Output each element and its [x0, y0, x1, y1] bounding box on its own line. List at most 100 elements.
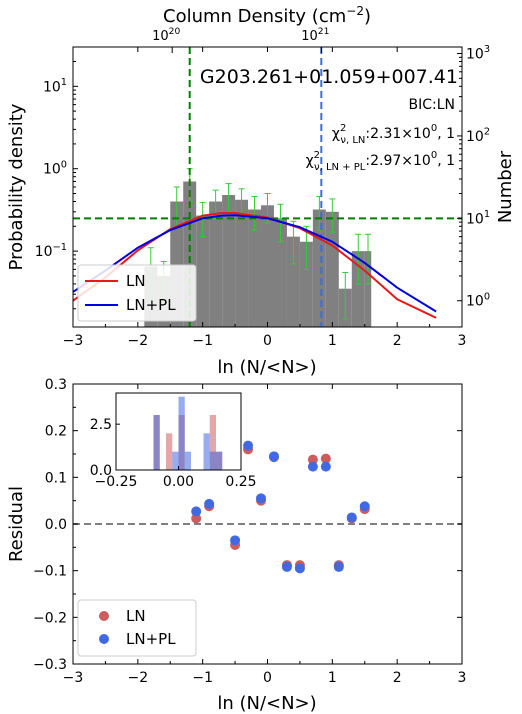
- legend-marker-lnpl: [99, 634, 109, 644]
- x-tick-label: −1: [192, 670, 213, 686]
- chi-lnpl-label: χ2 ν, LN + PL:2.97×100, 1: [306, 150, 455, 173]
- y-tick-label: 10−1: [35, 242, 67, 260]
- y-axis-label: Residual: [6, 486, 27, 562]
- y-tick-label: −0.2: [33, 610, 67, 626]
- lnpl-residual-point: [204, 498, 215, 509]
- x-tick-label: 3: [458, 333, 467, 349]
- x-tick-label: 2: [393, 670, 402, 686]
- x-tick-label: 1: [328, 333, 337, 349]
- y-tick-label: 0.1: [45, 470, 67, 486]
- lnpl-fit-curve: [72, 214, 437, 313]
- residual-points: [191, 440, 370, 574]
- ln-fit-curve: [72, 212, 437, 319]
- lnpl-residual-point: [333, 561, 344, 572]
- x-axis-label: ln (N/<N>): [217, 693, 316, 714]
- y-right-tick-label: 100: [466, 291, 490, 309]
- top-axis-label: Column Density (cm−2): [163, 4, 371, 27]
- x-tick-label: 1: [328, 670, 337, 686]
- lnpl-residual-point: [256, 493, 267, 504]
- x-axis-ticks: −3 −2 −1 0 1 2 3: [63, 47, 467, 349]
- histogram-bar: [235, 199, 249, 327]
- x-tick-label: −2: [128, 670, 149, 686]
- inset-y-tick-label: 2.5: [90, 417, 112, 433]
- inset-lnpl-bar: [178, 396, 185, 470]
- histogram-bar: [196, 215, 210, 327]
- inset-lnpl-bar: [203, 433, 210, 470]
- x-tick-label: −3: [63, 333, 84, 349]
- y-axis-ticks: 10−1 100 101: [35, 61, 78, 310]
- inset-x-ticks: −0.25 0.00 0.25: [95, 466, 257, 490]
- top-tick-label: 1021: [301, 27, 329, 44]
- legend-label-ln: LN: [126, 272, 146, 290]
- y-tick-label: 100: [43, 159, 67, 177]
- pdf-legend: LN LN+PL: [77, 264, 197, 322]
- y-tick-label: 101: [43, 77, 67, 95]
- y-tick-label: 0.2: [45, 424, 67, 440]
- inset-ln-bar: [209, 415, 216, 470]
- legend-marker-ln: [99, 611, 109, 621]
- lnpl-residual-point: [320, 461, 331, 472]
- inset-lnpl-bar: [216, 451, 223, 470]
- residual-histogram-inset: −0.25 0.00 0.25 0.0 2.5: [90, 392, 257, 490]
- ln-residual-point: [320, 453, 331, 464]
- x-tick-label: −3: [63, 670, 84, 686]
- y-tick-label: 0.0: [45, 517, 67, 533]
- histogram-bar: [351, 251, 365, 327]
- inset-ln-bar: [166, 433, 173, 470]
- inset-lnpl-bar: [184, 451, 191, 470]
- inset-y-ticks: 0.0 2.5: [90, 417, 120, 479]
- residual-panel: −3 −2 −1 0 1 2 3 −0.3 −0.2 −0.1 0.0 0.1 0.2 0.3 ln (…: [6, 377, 466, 714]
- histogram-bar: [261, 205, 274, 327]
- top-axis-ticks: 1020 1021: [152, 27, 329, 53]
- lnpl-residual-point: [281, 561, 292, 572]
- histogram-bar: [364, 251, 372, 327]
- histogram-bar: [209, 201, 223, 327]
- x-tick-label: −1: [192, 333, 213, 349]
- histogram-bar: [273, 218, 287, 327]
- top-tick-label: 1020: [152, 27, 180, 44]
- y-tick-label: −0.3: [33, 657, 67, 673]
- legend-label-lnpl: LN+PL: [126, 296, 176, 314]
- lnpl-residual-point: [230, 535, 241, 546]
- lnpl-residual-point: [191, 506, 202, 517]
- y-right-tick-label: 101: [466, 209, 490, 227]
- chi-ln-label: χ2 ν, LN:2.31×100, 1: [332, 123, 455, 146]
- histogram-bar: [312, 209, 326, 327]
- inset-x-tick-label: 0.00: [163, 474, 194, 490]
- histogram-bar: [222, 194, 236, 327]
- histogram-bar: [286, 236, 300, 327]
- lnpl-residual-point: [346, 512, 357, 523]
- x-tick-label: −2: [128, 333, 149, 349]
- y-right-tick-label: 103: [466, 44, 490, 62]
- x-axis-ticks: −3 −2 −1 0 1 2 3: [63, 384, 467, 686]
- inset-bars: [153, 396, 223, 470]
- inset-x-tick-label: −0.25: [95, 474, 138, 490]
- y-tick-label: 0.3: [45, 377, 67, 393]
- ln-residual-point: [307, 454, 318, 465]
- legend-label-ln: LN: [126, 607, 146, 625]
- bic-label: BIC:LN: [409, 97, 456, 113]
- legend-label-lnpl: LN+PL: [126, 630, 176, 648]
- y-tick-label: −0.1: [33, 564, 67, 580]
- inset-lnpl-bar: [209, 451, 216, 470]
- y-axis-ticks: −0.3 −0.2 −0.1 0.0 0.1 0.2 0.3: [33, 377, 462, 673]
- ln-residual-point: [191, 513, 202, 524]
- source-title: G203.261+01.059+007.41: [200, 66, 458, 88]
- histogram-bar: [299, 241, 313, 327]
- inset-x-tick-label: 0.25: [225, 474, 256, 490]
- inset-lnpl-bar: [153, 415, 160, 470]
- histogram-bars: [144, 181, 372, 327]
- inset-y-tick-label: 0.0: [90, 463, 112, 479]
- x-tick-label: 0: [263, 333, 272, 349]
- fit-curves: [72, 212, 437, 319]
- lnpl-residual-point: [268, 451, 279, 462]
- y-right-axis-label: Number: [495, 150, 516, 223]
- lnpl-residual-point: [294, 563, 305, 574]
- x-tick-label: 3: [458, 670, 467, 686]
- x-tick-label: 0: [263, 670, 272, 686]
- inset-lnpl-bar: [172, 451, 179, 470]
- y-right-tick-label: 102: [466, 127, 490, 145]
- residual-legend: LN LN+PL: [77, 599, 197, 657]
